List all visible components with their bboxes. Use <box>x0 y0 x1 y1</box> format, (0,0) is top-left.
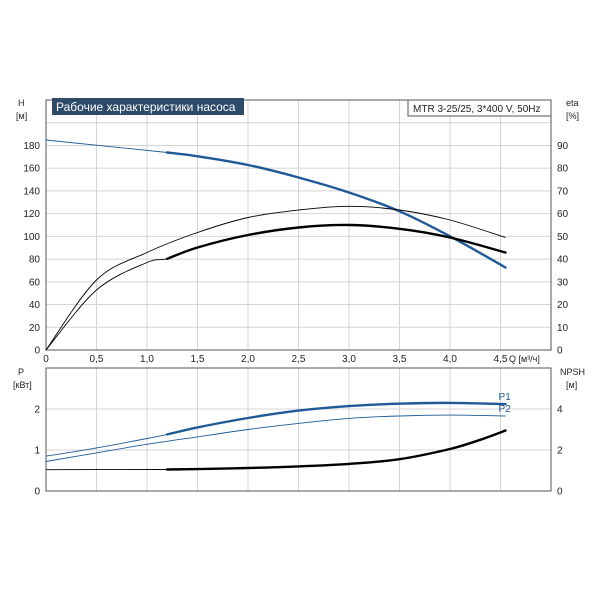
npsh-tick-label: 2 <box>557 446 563 457</box>
bottom-plot-frame <box>45 367 552 492</box>
bottom-tick-labels: 0 1 2 0 2 4 <box>34 405 563 498</box>
head-tick-label: 80 <box>29 255 41 266</box>
eta-tick-label: 60 <box>557 209 569 220</box>
efficiency-curve-alt-line <box>45 205 506 351</box>
eta-tick-label: 90 <box>557 141 569 152</box>
top-panel: Рабочие характеристики насоса MTR 3-25/2… <box>16 98 579 365</box>
top-tick-labels: 0 0,5 1,0 1,5 2,0 2,5 3,0 3,5 4,0 4,5020406080100… <box>23 141 568 365</box>
x-tick-label: 0 <box>43 354 49 365</box>
bottom-grid <box>46 368 551 491</box>
power-axis-symbol: P <box>18 367 24 377</box>
x-tick-label: 1,0 <box>140 354 154 365</box>
eta-axis-symbol: eta <box>566 98 579 108</box>
head-tick-label: 60 <box>29 277 41 288</box>
x-tick-label: 2,5 <box>292 354 306 365</box>
model-box <box>407 99 552 117</box>
eta-tick-label: 70 <box>557 186 569 197</box>
chart-title: Рабочие характеристики насоса <box>56 100 236 114</box>
power-p2-curve-line <box>45 414 506 462</box>
head-tick-label: 140 <box>23 186 40 197</box>
npsh-axis-unit: [м] <box>566 380 577 390</box>
power-tick-label: 0 <box>34 487 40 498</box>
x-tick-label: 3,0 <box>342 354 356 365</box>
x-tick-label: 4,5 <box>494 354 508 365</box>
top-plot-frame <box>45 99 552 351</box>
eta-tick-label: 40 <box>557 255 569 266</box>
x-tick-label: 1,5 <box>191 354 205 365</box>
head-axis-unit: [м] <box>16 111 27 121</box>
head-tick-label: 0 <box>34 346 40 357</box>
efficiency-curve-line <box>45 224 506 351</box>
npsh-curve-operating-line <box>166 429 507 471</box>
top-series <box>45 139 507 351</box>
power-p1-curve-line <box>45 402 506 457</box>
eta-tick-label: 10 <box>557 323 569 334</box>
eta-tick-label: 0 <box>557 346 563 357</box>
head-axis-symbol: H <box>18 98 25 108</box>
series-label-p1: P1 <box>499 392 512 403</box>
head-curve-line <box>45 139 506 268</box>
power-axis-unit: [кВт] <box>13 380 32 390</box>
x-tick-label: 4,0 <box>443 354 457 365</box>
head-tick-label: 180 <box>23 141 40 152</box>
eta-tick-label: 50 <box>557 232 569 243</box>
head-tick-label: 100 <box>23 232 40 243</box>
x-tick-label: 2,0 <box>241 354 255 365</box>
npsh-tick-label: 0 <box>557 487 563 498</box>
eta-tick-label: 20 <box>557 300 569 311</box>
head-tick-label: 40 <box>29 300 41 311</box>
head-tick-label: 20 <box>29 323 41 334</box>
npsh-axis-symbol: NPSH <box>560 367 585 377</box>
x-tick-label: 3,5 <box>393 354 407 365</box>
power-tick-label: 1 <box>34 446 40 457</box>
power-tick-label: 2 <box>34 405 40 416</box>
head-tick-label: 120 <box>23 209 40 220</box>
power-p1-curve-operating-line <box>166 401 507 436</box>
model-label: MTR 3-25/25, 3*400 V, 50Hz <box>413 104 540 115</box>
head-tick-label: 160 <box>23 164 40 175</box>
eta-axis-unit: [%] <box>566 111 579 121</box>
series-label-p2: P2 <box>499 404 512 415</box>
efficiency-curve-operating-line <box>166 223 507 260</box>
x-tick-label: 0,5 <box>90 354 104 365</box>
top-grid <box>46 100 551 350</box>
head-curve-operating-line <box>166 151 507 269</box>
eta-tick-label: 30 <box>557 277 569 288</box>
eta-tick-label: 80 <box>557 164 569 175</box>
chart-title-box <box>52 98 244 115</box>
flow-axis-label: Q [м³/ч] <box>509 354 540 364</box>
npsh-tick-label: 4 <box>557 405 563 416</box>
